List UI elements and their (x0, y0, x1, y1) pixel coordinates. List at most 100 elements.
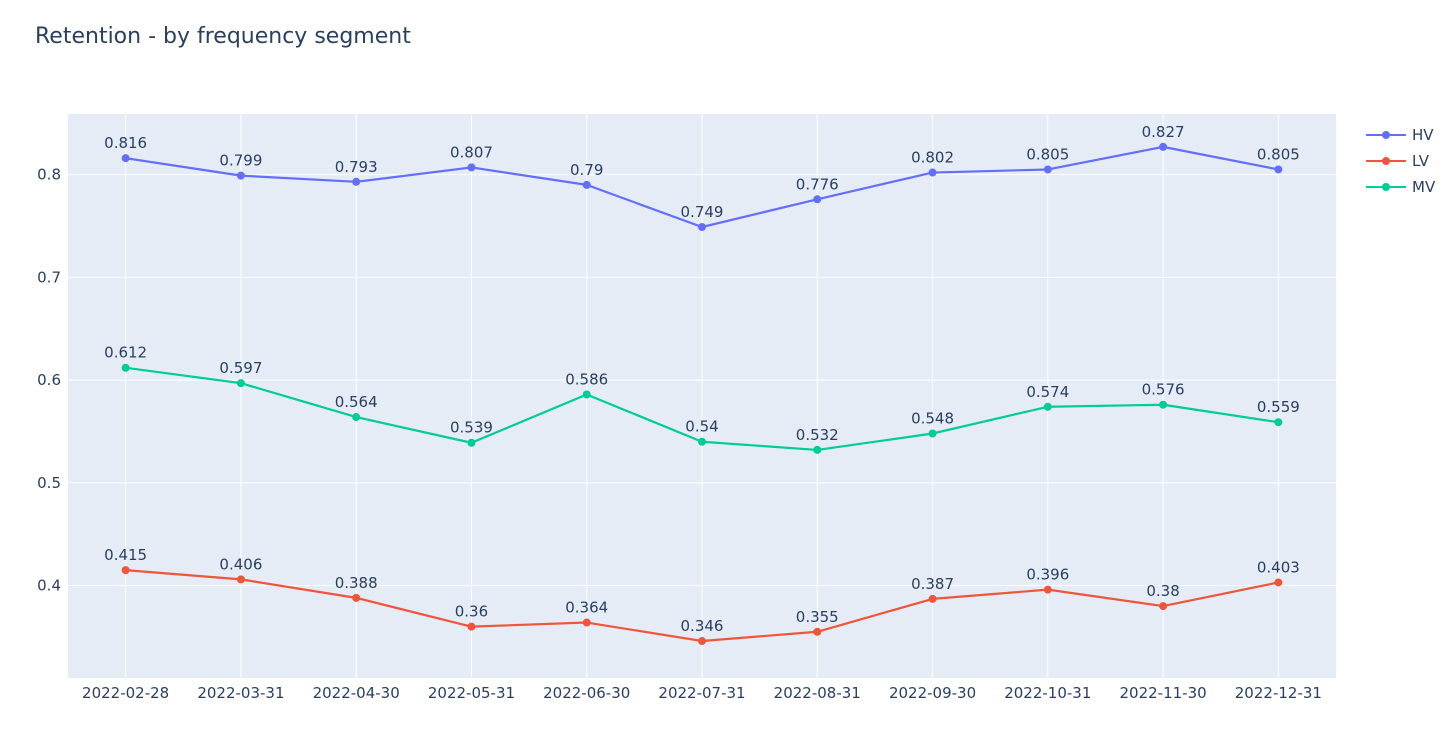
data-point[interactable] (813, 445, 822, 454)
data-label: 0.355 (796, 608, 839, 626)
x-tick-label: 2022-07-31 (658, 684, 745, 702)
data-point[interactable] (698, 637, 706, 646)
axes: 0.4 0.5 0.6 0.7 0.8 2022-02-28 2022-03-31 2022-… (37, 166, 1322, 702)
data-point[interactable] (1159, 142, 1168, 151)
data-point[interactable] (813, 195, 822, 204)
data-point[interactable] (1043, 585, 1052, 594)
x-tick-label: 2022-10-31 (1004, 684, 1091, 702)
x-tick-label: 2022-09-30 (889, 684, 976, 702)
data-label: 0.612 (104, 344, 147, 362)
data-label: 0.805 (1257, 145, 1300, 163)
legend-marker (1382, 157, 1390, 165)
legend-marker (1382, 131, 1390, 139)
data-label: 0.403 (1257, 558, 1300, 576)
x-tick-label: 2022-03-31 (197, 684, 284, 702)
data-point[interactable] (698, 223, 706, 232)
data-point[interactable] (352, 413, 361, 422)
legend-marker (1382, 183, 1390, 191)
series-hv: 0.816 0.799 0.793 0.807 0.79 0.749 0.776 0.802 0… (104, 123, 1300, 232)
series-mv: 0.612 0.597 0.564 0.539 0.586 0.54 0.532 0.548 0… (104, 344, 1300, 454)
data-label: 0.802 (911, 149, 954, 167)
data-point[interactable] (813, 627, 822, 636)
data-point[interactable] (1274, 418, 1283, 427)
data-label: 0.396 (1026, 566, 1069, 584)
legend-item-mv[interactable]: MV (1366, 174, 1435, 200)
data-point[interactable] (928, 168, 937, 177)
y-tick-label: 0.5 (37, 474, 61, 492)
data-label: 0.532 (796, 426, 839, 444)
legend-label: MV (1412, 178, 1436, 196)
x-tick-label: 2022-02-28 (82, 684, 169, 702)
data-label: 0.576 (1142, 381, 1185, 399)
legend-label: HV (1412, 126, 1434, 144)
data-label: 0.776 (796, 175, 839, 193)
data-label: 0.559 (1257, 398, 1300, 416)
data-label: 0.406 (219, 555, 262, 573)
chart-title: Retention - by frequency segment (35, 24, 411, 49)
legend-item-hv[interactable]: HV (1366, 122, 1435, 148)
data-label: 0.827 (1142, 123, 1185, 141)
data-point[interactable] (467, 438, 476, 447)
data-label: 0.586 (565, 370, 608, 388)
data-point[interactable] (236, 575, 245, 584)
data-label: 0.415 (104, 546, 147, 564)
data-point[interactable] (352, 593, 361, 602)
data-label: 0.816 (104, 134, 147, 152)
data-point[interactable] (1274, 165, 1283, 174)
data-label: 0.564 (335, 393, 378, 411)
data-label: 0.805 (1026, 145, 1069, 163)
x-tick-label: 2022-05-31 (428, 684, 515, 702)
data-label: 0.749 (681, 203, 724, 221)
data-label: 0.54 (685, 418, 718, 436)
series-layer: 0.816 0.799 0.793 0.807 0.79 0.749 0.776 0.802 0… (104, 123, 1300, 646)
data-point[interactable] (1159, 400, 1168, 409)
data-point[interactable] (352, 177, 361, 186)
legend-label: LV (1412, 152, 1429, 170)
data-label: 0.387 (911, 575, 954, 593)
data-label: 0.79 (570, 161, 603, 179)
data-point[interactable] (928, 429, 937, 438)
data-label: 0.807 (450, 143, 493, 161)
data-point[interactable] (1159, 602, 1168, 611)
x-tick-label: 2022-11-30 (1119, 684, 1206, 702)
x-tick-label: 2022-04-30 (313, 684, 400, 702)
data-point[interactable] (1043, 402, 1052, 411)
legend-item-lv[interactable]: LV (1366, 148, 1435, 174)
data-point[interactable] (928, 594, 937, 603)
y-tick-label: 0.4 (37, 577, 61, 595)
legend-swatch (1366, 180, 1406, 194)
legend: HV LV MV (1366, 122, 1435, 200)
data-point[interactable] (582, 180, 591, 189)
data-point[interactable] (121, 566, 130, 575)
data-label: 0.346 (681, 617, 724, 635)
data-point[interactable] (121, 363, 130, 372)
data-point[interactable] (467, 622, 476, 631)
x-tick-label: 2022-06-30 (543, 684, 630, 702)
data-point[interactable] (1043, 165, 1052, 174)
data-point[interactable] (236, 171, 245, 180)
data-point[interactable] (467, 163, 476, 172)
y-tick-label: 0.8 (37, 166, 61, 184)
data-label: 0.388 (335, 574, 378, 592)
data-point[interactable] (1274, 578, 1283, 587)
y-tick-label: 0.7 (37, 268, 61, 286)
legend-swatch (1366, 154, 1406, 168)
data-point[interactable] (582, 618, 591, 627)
data-point[interactable] (236, 379, 245, 388)
data-label: 0.539 (450, 419, 493, 437)
data-point[interactable] (698, 437, 706, 446)
y-tick-label: 0.6 (37, 371, 61, 389)
legend-swatch (1366, 128, 1406, 142)
data-label: 0.38 (1146, 582, 1179, 600)
data-point[interactable] (121, 154, 130, 163)
data-point[interactable] (582, 390, 591, 399)
data-label: 0.548 (911, 409, 954, 427)
series-lv: 0.415 0.406 0.388 0.36 0.364 0.346 0.355 0.387 0… (104, 546, 1300, 646)
data-label: 0.36 (455, 603, 488, 621)
data-label: 0.597 (219, 359, 262, 377)
data-label: 0.574 (1026, 383, 1069, 401)
x-tick-label: 2022-12-31 (1235, 684, 1322, 702)
x-tick-label: 2022-08-31 (774, 684, 861, 702)
data-label: 0.799 (219, 152, 262, 170)
